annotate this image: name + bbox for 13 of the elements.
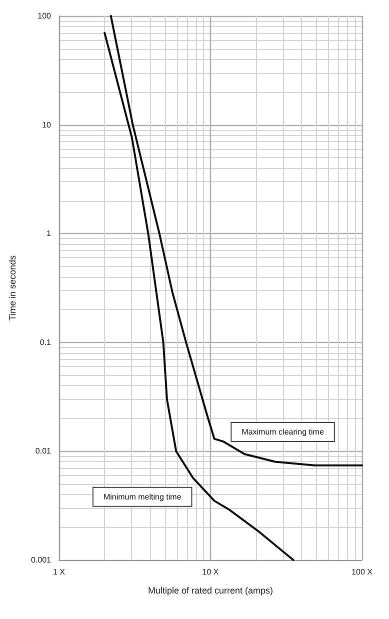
series-label: Maximum clearing time [242,428,324,437]
y-tick-label: 0.01 [35,446,52,456]
x-tick-label: 10 X [202,568,220,576]
y-tick-label: 0.001 [30,556,52,564]
x-tick-label: 100 X [352,568,374,576]
text: Minimum melting time [103,492,182,502]
y-tick-label: 1 [46,229,52,238]
y-axis-title: Time in seconds [8,254,18,321]
x-axis-title: Multiple of rated current (amps) [148,586,274,596]
x-tick-label: 1 X [52,568,66,576]
y-tick-label: 0.1 [40,338,52,347]
y-tick-label: 100 [38,12,52,20]
y-tick-label: 10 [42,120,52,130]
